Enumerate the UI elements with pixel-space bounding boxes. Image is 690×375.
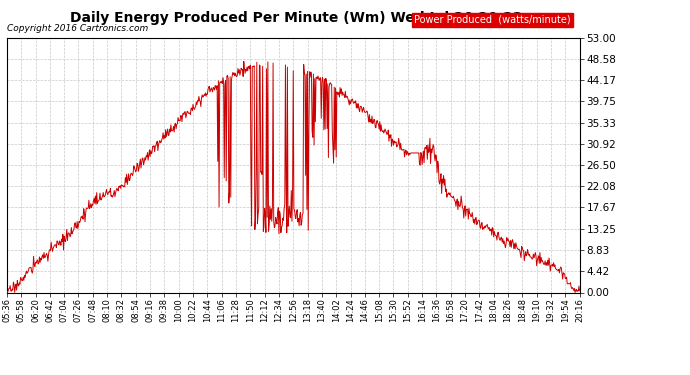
Text: Daily Energy Produced Per Minute (Wm) Wed Jul 20 20:22: Daily Energy Produced Per Minute (Wm) We… (70, 11, 523, 25)
Text: Copyright 2016 Cartronics.com: Copyright 2016 Cartronics.com (7, 24, 148, 33)
Text: Power Produced  (watts/minute): Power Produced (watts/minute) (414, 15, 571, 25)
